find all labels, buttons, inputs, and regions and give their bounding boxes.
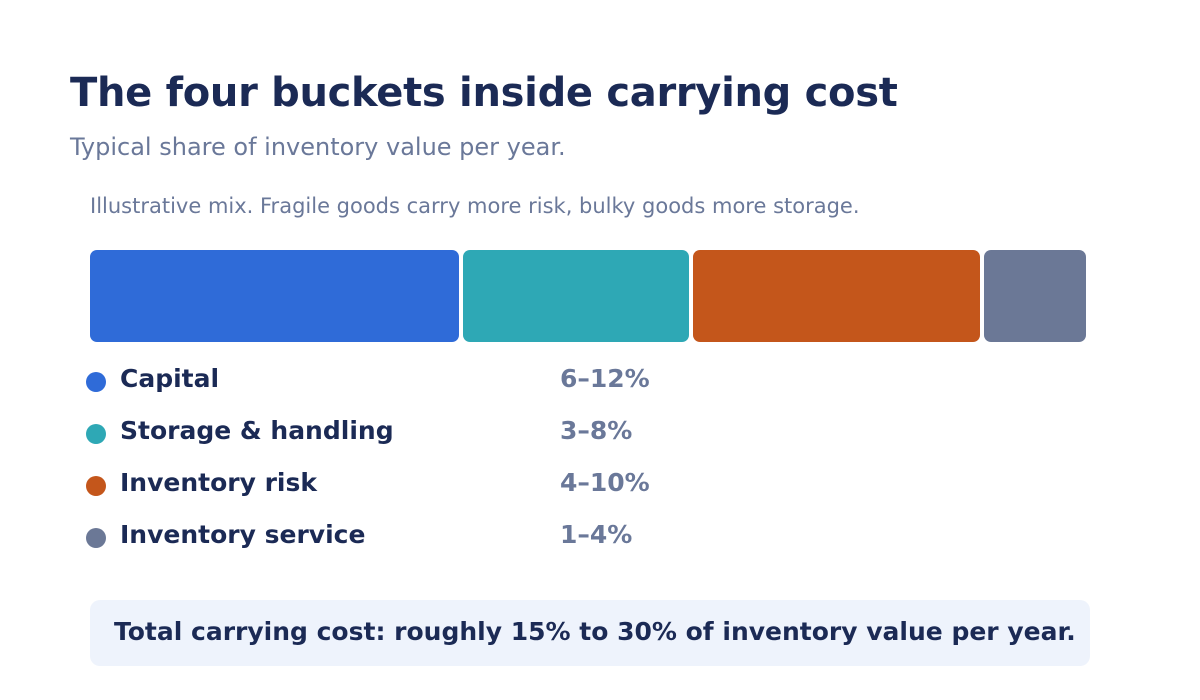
bar-segment-1 (90, 250, 459, 342)
legend-range: 6–12% (560, 364, 650, 393)
stacked-bar (90, 250, 1086, 342)
chart-title: The four buckets inside carrying cost (70, 70, 898, 116)
legend-dot-icon (86, 476, 106, 496)
legend-range: 3–8% (560, 416, 633, 445)
legend-item: Inventory service 1–4% (86, 516, 726, 568)
legend-label: Capital (120, 364, 220, 393)
total-callout: Total carrying cost: roughly 15% to 30% … (90, 600, 1090, 666)
legend-label: Inventory service (120, 520, 366, 549)
total-text: Total carrying cost: roughly 15% to 30% … (114, 617, 1076, 646)
bar-segment-4 (984, 250, 1086, 342)
legend-label: Storage & handling (120, 416, 394, 445)
legend-dot-icon (86, 528, 106, 548)
legend-item: Storage & handling 3–8% (86, 412, 726, 464)
chart-subtitle: Typical share of inventory value per yea… (70, 133, 566, 161)
legend-range: 4–10% (560, 468, 650, 497)
legend-item: Inventory risk 4–10% (86, 464, 726, 516)
chart-note: Illustrative mix. Fragile goods carry mo… (90, 194, 860, 218)
legend-range: 1–4% (560, 520, 633, 549)
legend-item: Capital 6–12% (86, 360, 726, 412)
legend-dot-icon (86, 372, 106, 392)
bar-segment-3 (693, 250, 980, 342)
legend: Capital 6–12% Storage & handling 3–8% Invent… (86, 360, 726, 568)
legend-label: Inventory risk (120, 468, 318, 497)
legend-dot-icon (86, 424, 106, 444)
bar-segment-2 (463, 250, 689, 342)
